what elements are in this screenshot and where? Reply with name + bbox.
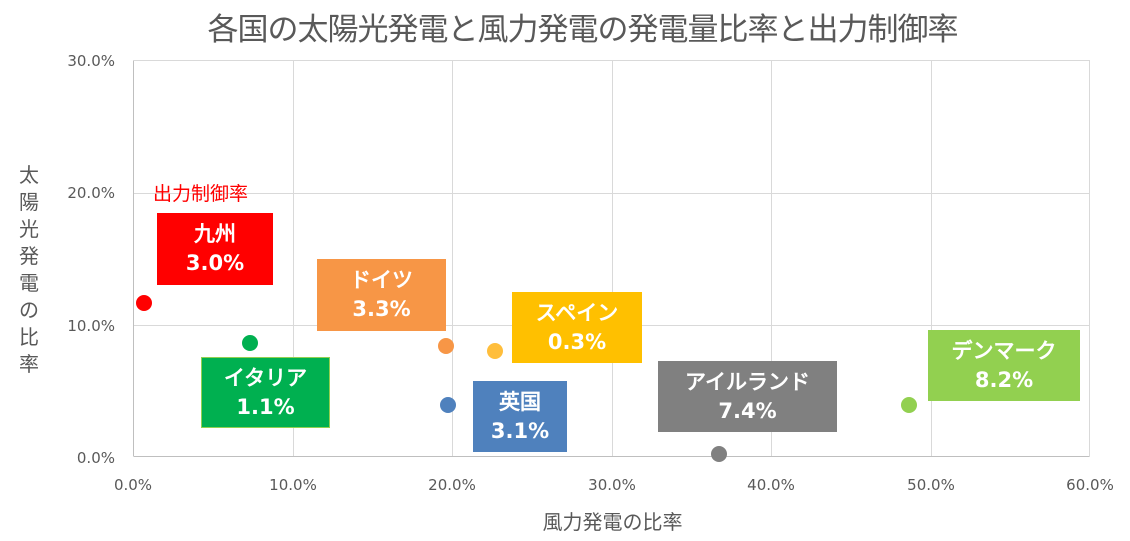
x-tick-0: 0.0% — [113, 476, 153, 494]
label-spain-name: スペイン — [535, 300, 619, 325]
y-tick-20: 20.0% — [67, 184, 115, 202]
label-denmark: デンマーク 8.2% — [928, 330, 1080, 401]
y-tick-10: 10.0% — [67, 317, 115, 335]
label-germany-name: ドイツ — [350, 268, 413, 292]
x-tick-60: 60.0% — [1066, 476, 1114, 494]
label-spain-value: 0.3% — [547, 329, 607, 354]
y-axis-label: 太陽光発電の比率 — [19, 163, 39, 376]
label-denmark-name: デンマーク — [951, 338, 1057, 363]
label-kyushu-name: 九州 — [194, 222, 236, 246]
label-uk-value: 3.1% — [490, 418, 550, 443]
point-denmark[interactable] — [901, 397, 917, 413]
point-ireland[interactable] — [711, 446, 727, 462]
label-ireland: アイルランド 7.4% — [658, 361, 837, 432]
label-ireland-value: 7.4% — [718, 398, 777, 423]
point-italy[interactable] — [242, 335, 258, 351]
chart-title: 各国の太陽光発電と風力発電の発電量比率と出力制御率 — [207, 12, 959, 48]
gridline-x-40 — [771, 61, 772, 456]
label-denmark-value: 8.2% — [974, 367, 1034, 392]
x-tick-20: 20.0% — [428, 476, 476, 494]
x-axis-line — [134, 456, 1089, 457]
label-kyushu: 九州 3.0% — [157, 213, 273, 285]
label-uk-name: 英国 — [499, 389, 541, 414]
point-spain[interactable] — [487, 343, 503, 359]
label-germany-value: 3.3% — [352, 297, 411, 321]
x-tick-10: 10.0% — [269, 476, 317, 494]
label-spain: スペイン 0.3% — [512, 292, 642, 363]
point-kyushu[interactable] — [136, 295, 152, 311]
gridline-x-50 — [931, 61, 932, 456]
gridline-x-20 — [452, 61, 453, 456]
gridline-x-10 — [293, 61, 294, 456]
label-italy-name: イタリア — [223, 365, 308, 390]
y-tick-0: 0.0% — [76, 449, 115, 467]
x-tick-50: 50.0% — [907, 476, 955, 494]
label-ireland-name: アイルランド — [685, 369, 810, 394]
label-kyushu-value: 3.0% — [185, 251, 245, 275]
point-germany[interactable] — [438, 338, 454, 354]
gridline-x-30 — [612, 61, 613, 456]
x-tick-40: 40.0% — [747, 476, 795, 494]
y-axis-line — [133, 61, 134, 456]
label-uk: 英国 3.1% — [473, 381, 567, 452]
x-tick-30: 30.0% — [588, 476, 636, 494]
y-tick-30: 30.0% — [67, 52, 115, 70]
point-uk[interactable] — [440, 397, 456, 413]
label-germany: ドイツ 3.3% — [317, 259, 446, 331]
label-italy: イタリア 1.1% — [201, 357, 330, 428]
x-axis-label: 風力発電の比率 — [542, 510, 683, 534]
label-italy-value: 1.1% — [236, 394, 295, 419]
curtailment-annotation: 出力制御率 — [153, 183, 249, 205]
gridline-y-20 — [134, 193, 1089, 194]
